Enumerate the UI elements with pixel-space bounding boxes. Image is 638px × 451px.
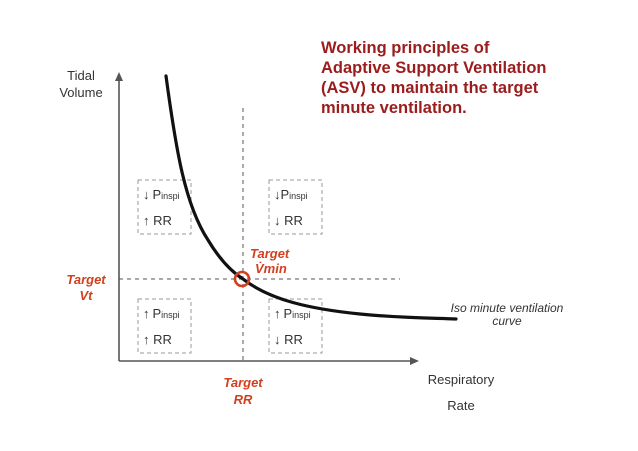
- quadrant-bottom-right-pinspi: ↑ Pinspi: [274, 306, 311, 321]
- x-axis-label-line-2: Rate: [447, 398, 474, 413]
- quadrant-box-bottom-right: [268, 298, 323, 354]
- quadrant-top-left-pinspi: ↓ Pinspi: [143, 187, 180, 202]
- iso-minute-ventilation-curve: [164, 74, 458, 321]
- title-line-4: minute ventilation.: [321, 99, 467, 117]
- target-rr-label-line-1: Target: [223, 375, 263, 390]
- target-vt-label-line-1: Target: [66, 272, 106, 287]
- quadrant-bottom-right-rr: ↓ RR: [274, 332, 303, 347]
- y-axis-label-line-2: Volume: [59, 85, 102, 100]
- quadrant-box-bottom-left: [137, 298, 192, 354]
- y-axis-label-line-1: Tidal: [67, 68, 95, 83]
- quadrant-bottom-left-rr: ↑ RR: [143, 332, 172, 347]
- target-vmin-marker: [233, 270, 251, 288]
- target-vmin-label-line-1: Target: [250, 246, 290, 261]
- quadrant-top-left-rr: ↑ RR: [143, 213, 172, 228]
- target-rr-label-line-2: RR: [234, 392, 253, 407]
- x-axis-label-line-1: Respiratory: [428, 372, 495, 387]
- target-vt-label-line-2: Vt: [80, 288, 94, 303]
- title-line-3: (ASV) to maintain the target: [321, 79, 539, 97]
- quadrant-top-right-pinspi: ↓Pinspi: [274, 187, 308, 202]
- diagram-title: Working principles of Adaptive Support V…: [321, 38, 621, 118]
- iso-curve-label-line-2: curve: [492, 314, 522, 328]
- title-line-1: Working principles of: [321, 39, 490, 57]
- iso-curve-label-line-1: Iso minute ventilation: [451, 301, 564, 315]
- quadrant-bottom-left-pinspi: ↑ Pinspi: [143, 306, 180, 321]
- title-line-2: Adaptive Support Ventilation: [321, 59, 547, 77]
- quadrant-box-top-right: [268, 179, 323, 235]
- target-vmin-label-line-2: V̇min: [255, 261, 287, 276]
- quadrant-top-right-rr: ↓ RR: [274, 213, 303, 228]
